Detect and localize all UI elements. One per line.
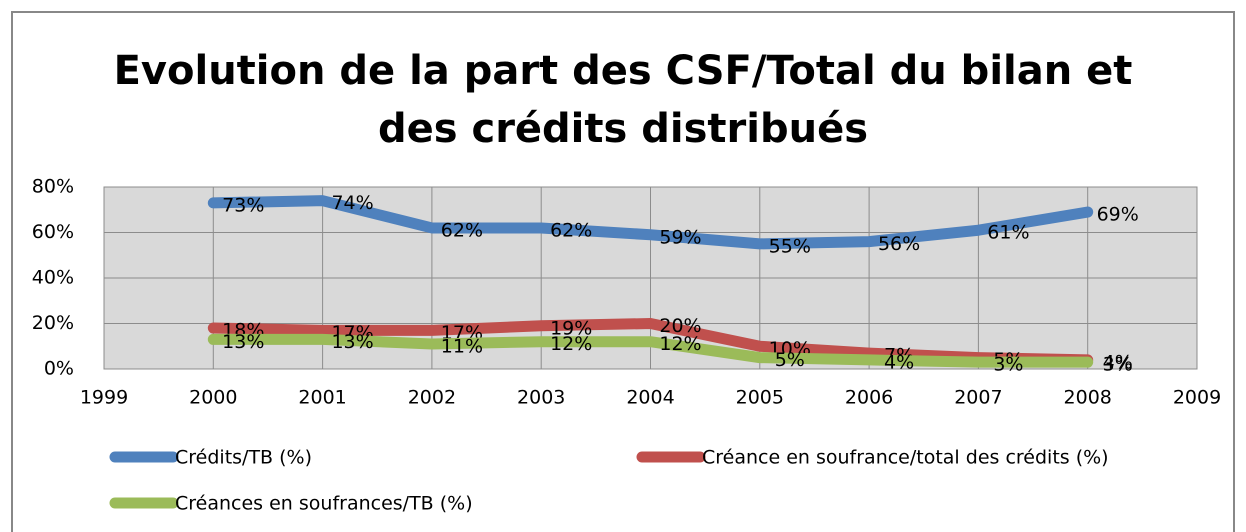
y-tick-label: 80%	[32, 176, 74, 198]
data-label: 74%	[331, 192, 373, 214]
data-label: 3%	[993, 354, 1023, 376]
data-label: 20%	[659, 315, 701, 337]
y-tick-label: 60%	[32, 221, 74, 243]
data-label: 61%	[987, 222, 1029, 244]
data-label: 62%	[441, 219, 483, 241]
data-label: 11%	[441, 335, 483, 357]
data-label: 13%	[331, 331, 373, 353]
data-label: 5%	[775, 349, 805, 371]
legend-label: Créances en soufrances/TB (%)	[175, 493, 473, 515]
data-label: 59%	[659, 226, 701, 248]
x-tick-label: 2008	[1064, 387, 1112, 409]
data-label: 56%	[878, 233, 920, 255]
data-label: 73%	[222, 194, 264, 216]
data-label: 12%	[659, 333, 701, 355]
data-label: 62%	[550, 219, 592, 241]
data-label: 3%	[1103, 354, 1133, 376]
legend-label: Créance en soufrance/total des crédits (…	[702, 447, 1109, 469]
series-line	[207, 195, 1094, 250]
x-tick-label: 2000	[189, 387, 237, 409]
x-tick-label: 2002	[408, 387, 456, 409]
data-label: 4%	[884, 351, 914, 373]
data-label: 13%	[222, 331, 264, 353]
x-tick-label: 2009	[1173, 387, 1221, 409]
data-label: 69%	[1097, 204, 1139, 226]
x-tick-label: 1999	[80, 387, 128, 409]
data-label: 19%	[550, 317, 592, 339]
x-tick-label: 2001	[298, 387, 346, 409]
data-label: 12%	[550, 333, 592, 355]
x-tick-label: 2003	[517, 387, 565, 409]
x-tick-label: 2006	[845, 387, 893, 409]
chart-title: Evolution de la part des CSF/Total du bi…	[113, 48, 1133, 152]
x-tick-label: 2007	[954, 387, 1002, 409]
legend-label: Crédits/TB (%)	[175, 447, 312, 469]
x-tick-label: 2004	[626, 387, 674, 409]
x-tick-label: 2005	[736, 387, 784, 409]
series-line	[207, 333, 1094, 368]
plot-frame	[103, 186, 1198, 370]
y-tick-label: 20%	[32, 312, 74, 334]
y-tick-label: 0%	[44, 358, 74, 380]
data-label: 4%	[1103, 351, 1133, 373]
data-label: 55%	[769, 235, 811, 257]
y-tick-label: 40%	[32, 267, 74, 289]
